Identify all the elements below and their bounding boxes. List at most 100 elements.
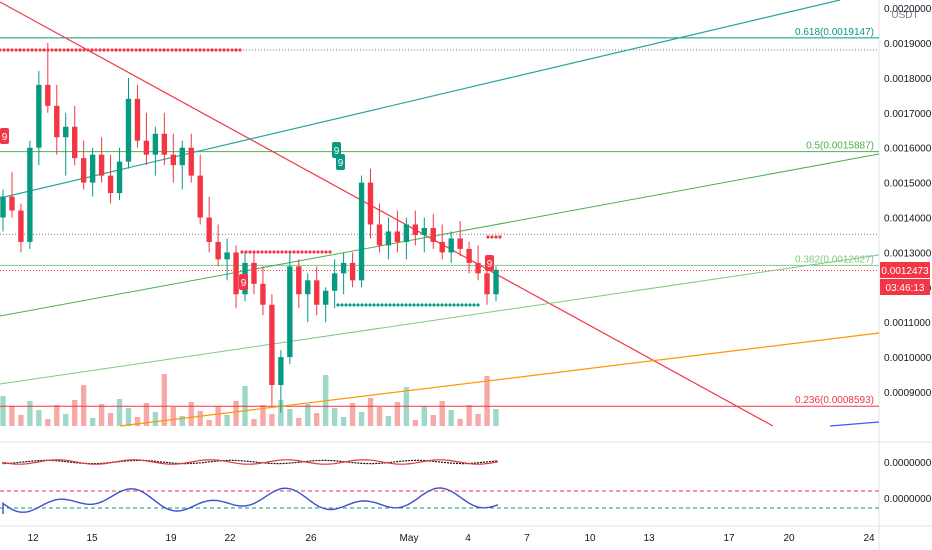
indicator-dot [166, 48, 170, 52]
candle-body [206, 217, 212, 242]
candle-body [107, 175, 114, 194]
indicator-dot [308, 250, 312, 254]
candle-body [197, 175, 203, 218]
indicator-dot [202, 48, 206, 52]
candle-body [125, 98, 132, 162]
indicator-dot [26, 48, 30, 52]
candle-body [260, 283, 266, 305]
indicator-dot [428, 303, 432, 307]
indicator-dot [174, 48, 178, 52]
volume-bar [305, 404, 311, 426]
oscillator-axis-label-2: 0.0000000 [884, 494, 932, 505]
indicator-dot [304, 250, 308, 254]
sequential-label-box [239, 274, 248, 290]
volume-bar [421, 406, 427, 426]
indicator-dot [150, 48, 154, 52]
volume-bar [260, 405, 266, 426]
lower-channel-line[interactable] [0, 254, 880, 385]
candle-body [287, 266, 293, 358]
volume-bar [287, 409, 293, 426]
indicator-dot [110, 48, 114, 52]
indicator-dot [210, 48, 214, 52]
price-tick-label: 0.0011000 [884, 318, 931, 329]
volume-bar [0, 396, 6, 426]
indicator-dot [206, 48, 210, 52]
candle-body [331, 273, 338, 291]
volume-bar [18, 415, 24, 426]
indicator-dot [170, 48, 174, 52]
candle-body [430, 227, 436, 242]
candle-body [215, 241, 221, 260]
volume-bar [331, 408, 338, 426]
indicator-dot [90, 48, 94, 52]
indicator-dot [102, 48, 106, 52]
volume-bar [170, 407, 176, 426]
candle-body [134, 98, 141, 141]
candle-body [323, 290, 329, 305]
sequential-label-box [485, 255, 494, 271]
volume-bar [385, 416, 392, 426]
indicator-dot [264, 250, 268, 254]
indicator-dot [376, 303, 380, 307]
sequential-label-box [0, 128, 9, 144]
indicator-dot [146, 48, 150, 52]
trend-lines[interactable] [0, 0, 880, 427]
indicator-dot [364, 303, 368, 307]
candle-body [89, 154, 96, 183]
upper-channel-line[interactable] [0, 0, 841, 199]
price-axis[interactable]: 0.0020000 0.0019000 0.0018000 0.0017000 0.00… [884, 4, 932, 399]
indicator-dot [178, 48, 182, 52]
orange-trend-line[interactable] [119, 332, 880, 427]
candle-body [18, 210, 24, 242]
indicator-dot [392, 303, 396, 307]
middle-channel-line[interactable] [0, 153, 880, 317]
volume-bar [179, 416, 185, 426]
volume-bar [340, 417, 347, 426]
indicator-dot [404, 303, 408, 307]
price-tick-label: 0.0016000 [884, 144, 932, 155]
indicator-dot [94, 48, 98, 52]
volume-bar [224, 415, 230, 426]
candle-body [27, 147, 33, 242]
price-tick-label: 0.0014000 [884, 214, 932, 225]
volume-bar [143, 403, 150, 426]
indicator-dot [280, 250, 284, 254]
indicator-dot [42, 48, 46, 52]
indicator-dot [312, 250, 316, 254]
indicator-dot [448, 303, 452, 307]
indicator-dot [416, 303, 420, 307]
indicator-dot [162, 48, 166, 52]
indicator-dot [432, 303, 436, 307]
volume-bar [134, 417, 141, 426]
time-axis[interactable]: 12 15 19 22 26 May 4 7 10 13 17 20 24 [27, 533, 875, 544]
sequential-label-box [332, 142, 341, 158]
indicator-dot [54, 48, 58, 52]
fib-level-label: 0.5(0.0015887) [806, 141, 874, 152]
time-tick-label: 4 [465, 533, 471, 544]
indicator-dot [98, 48, 102, 52]
oscillator-pane[interactable] [0, 459, 879, 514]
indicator-dot [154, 48, 158, 52]
volume-bar [430, 415, 436, 426]
candle-body [439, 241, 445, 253]
volume-bar [349, 403, 356, 426]
blue-trend-line[interactable] [829, 421, 880, 427]
volume-bar [116, 399, 123, 426]
indicator-dot [18, 48, 22, 52]
downtrend-line[interactable] [0, 1, 774, 427]
indicator-dot [396, 303, 400, 307]
sequential-label-text: 9 [241, 278, 247, 289]
price-tick-label: 0.0020000 [884, 4, 932, 15]
candle-body [161, 133, 168, 155]
volume-bar [107, 413, 114, 426]
indicator-dot [234, 48, 238, 52]
volume-bar [72, 400, 78, 426]
volume-bar [206, 420, 212, 426]
candle-body [340, 262, 347, 274]
candle-body [484, 273, 490, 295]
indicator-dot [58, 48, 62, 52]
candle-body [314, 280, 320, 305]
indicator-dot [10, 48, 14, 52]
volume-bar [269, 414, 275, 426]
